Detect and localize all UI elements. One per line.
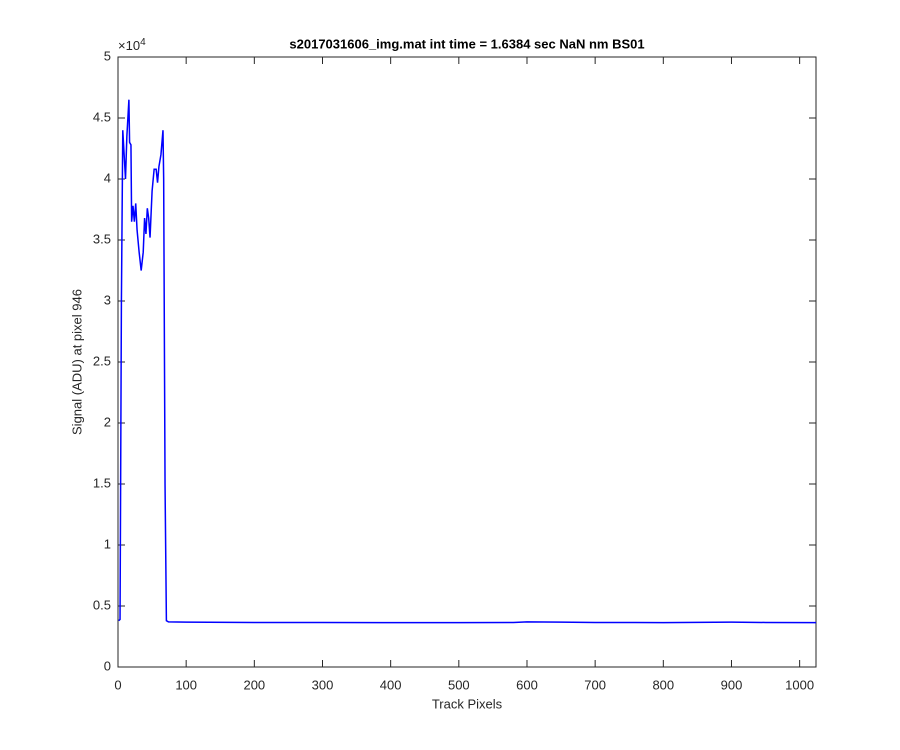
- x-tick-label: 900: [721, 677, 743, 692]
- x-tick-label: 1000: [785, 677, 814, 692]
- y-tick-label: 2: [104, 414, 111, 429]
- x-tick-label: 300: [312, 677, 334, 692]
- y-axis-label: Signal (ADU) at pixel 946: [69, 289, 84, 435]
- data-line: [118, 99, 817, 624]
- x-tick-label: 0: [114, 677, 121, 692]
- x-tick-label: 100: [175, 677, 197, 692]
- y-multiplier: ×104: [118, 37, 146, 54]
- y-tick-label: 0.5: [93, 597, 111, 612]
- y-multiplier-exponent: 4: [140, 37, 146, 48]
- y-tick-label: 4: [104, 170, 111, 185]
- y-tick-label: 3: [104, 292, 111, 307]
- x-tick-label: 500: [448, 677, 470, 692]
- plot-area: [117, 56, 817, 668]
- x-tick-label: 800: [652, 677, 674, 692]
- y-tick-label: 2.5: [93, 353, 111, 368]
- y-tick-label: 1.5: [93, 475, 111, 490]
- x-tick-label: 200: [243, 677, 265, 692]
- y-tick-label: 1: [104, 536, 111, 551]
- y-multiplier-base: ×10: [118, 38, 140, 53]
- y-tick-label: 4.5: [93, 109, 111, 124]
- y-tick-label: 3.5: [93, 231, 111, 246]
- x-tick-label: 600: [516, 677, 538, 692]
- chart-title: s2017031606_img.mat int time = 1.6384 se…: [289, 36, 644, 51]
- x-axis-label: Track Pixels: [432, 696, 503, 711]
- x-tick-label: 700: [584, 677, 606, 692]
- y-tick-label: 0: [104, 658, 111, 673]
- x-tick-label: 400: [380, 677, 402, 692]
- y-tick-label: 5: [104, 48, 111, 63]
